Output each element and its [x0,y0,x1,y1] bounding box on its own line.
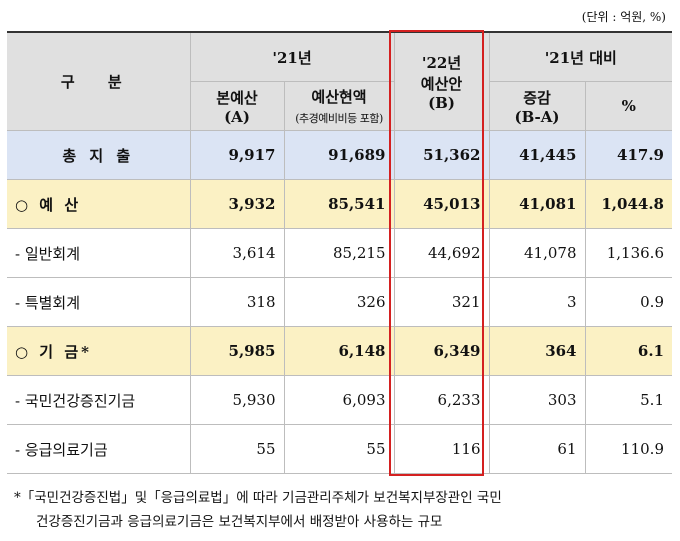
cell-change: 41,081 [489,179,586,229]
budget-table: 구 분 '21년 '22년 예산안 (B) '21년 대비 본예산 (A) 예산… [7,31,672,474]
cell-main-budget: 5,985 [190,326,285,376]
header-row-2: 본예산 (A) 예산현액 (추경예비비등 포함) 증감 (B-A) % [7,81,672,131]
cell-22-proposal: 45,013 [394,179,490,229]
row-label: ○ 기 금* [7,326,191,376]
header-year-22-proposal: 예산안 [420,74,463,93]
cell-current-budget: 55 [284,424,395,474]
cell-change: 3 [489,277,586,327]
cell-pct: 1,044.8 [585,179,672,229]
table-row: - 국민건강증진기금 5,930 6,093 6,233 303 5.1 [7,375,672,425]
cell-22-proposal: 6,349 [394,326,490,376]
cell-change: 61 [489,424,586,474]
cell-pct: 6.1 [585,326,672,376]
cell-22-proposal: 321 [394,277,490,327]
cell-pct: 110.9 [585,424,672,474]
cell-pct: 5.1 [585,375,672,425]
header-year-22-label: '22년 [421,53,462,72]
cell-pct: 1,136.6 [585,228,672,278]
header-current-budget-sub: (추경예비비등 포함) [295,112,383,125]
header-vs-21: '21년 대비 [489,31,672,82]
table-row: - 특별회계 318 326 321 3 0.9 [7,277,672,327]
cell-main-budget: 318 [190,277,285,327]
cell-22-proposal: 51,362 [394,130,490,180]
cell-current-budget: 326 [284,277,395,327]
header-current-budget: 예산현액 (추경예비비등 포함) [284,81,395,131]
cell-change: 41,445 [489,130,586,180]
header-gubun: 구 분 [7,31,191,131]
row-label: - 특별회계 [7,277,191,327]
header-row-1: 구 분 '21년 '22년 예산안 (B) '21년 대비 [7,31,672,131]
header-year-22-sub: (B) [428,93,455,112]
row-label: ○ 예 산 [7,179,191,229]
header-main-budget-sub: (A) [224,107,250,126]
footnote-line-1: *「국민건강증진법」및「응급의료법」에 따라 기금관리주체가 보건복지부장관인 … [14,490,502,506]
row-label: - 일반회계 [7,228,191,278]
cell-current-budget: 91,689 [284,130,395,180]
table-row: - 일반회계 3,614 85,215 44,692 41,078 1,136.… [7,228,672,278]
row-label: - 국민건강증진기금 [7,375,191,425]
cell-current-budget: 6,093 [284,375,395,425]
header-change: 증감 (B-A) [489,81,586,131]
footnote-line-2: 건강증진기금과 응급의료기금은 보건복지부에서 배정받아 사용하는 규모 [36,514,443,530]
cell-22-proposal: 6,233 [394,375,490,425]
cell-change: 303 [489,375,586,425]
header-main-budget-label: 본예산 [216,88,258,107]
cell-main-budget: 55 [190,424,285,474]
highlight-22-column-box [389,30,484,476]
cell-pct: 0.9 [585,277,672,327]
row-label: - 응급의료기금 [7,424,191,474]
cell-change: 41,078 [489,228,586,278]
cell-current-budget: 6,148 [284,326,395,376]
cell-22-proposal: 116 [394,424,490,474]
table-row: - 응급의료기금 55 55 116 61 110.9 [7,424,672,474]
cell-current-budget: 85,541 [284,179,395,229]
header-change-label: 증감 [523,88,551,107]
unit-note: (단위 : 억원, %) [581,10,666,24]
header-current-budget-label: 예산현액 [311,88,367,106]
header-pct: % [585,81,672,131]
header-change-sub: (B-A) [514,107,560,126]
header-year-22: '22년 예산안 (B) [394,31,490,131]
cell-main-budget: 3,614 [190,228,285,278]
cell-main-budget: 3,932 [190,179,285,229]
footnote: *「국민건강증진법」및「응급의료법」에 따라 기금관리주체가 보건복지부장관인 … [14,486,674,534]
cell-current-budget: 85,215 [284,228,395,278]
header-year-21: '21년 [190,31,395,82]
table-row: 총 지 출 9,917 91,689 51,362 41,445 417.9 [7,130,672,180]
cell-change: 364 [489,326,586,376]
cell-main-budget: 9,917 [190,130,285,180]
cell-pct: 417.9 [585,130,672,180]
table-row: ○ 예 산 3,932 85,541 45,013 41,081 1,044.8 [7,179,672,229]
cell-22-proposal: 44,692 [394,228,490,278]
row-label: 총 지 출 [7,130,191,180]
table-row: ○ 기 금* 5,985 6,148 6,349 364 6.1 [7,326,672,376]
header-main-budget: 본예산 (A) [190,81,285,131]
cell-main-budget: 5,930 [190,375,285,425]
